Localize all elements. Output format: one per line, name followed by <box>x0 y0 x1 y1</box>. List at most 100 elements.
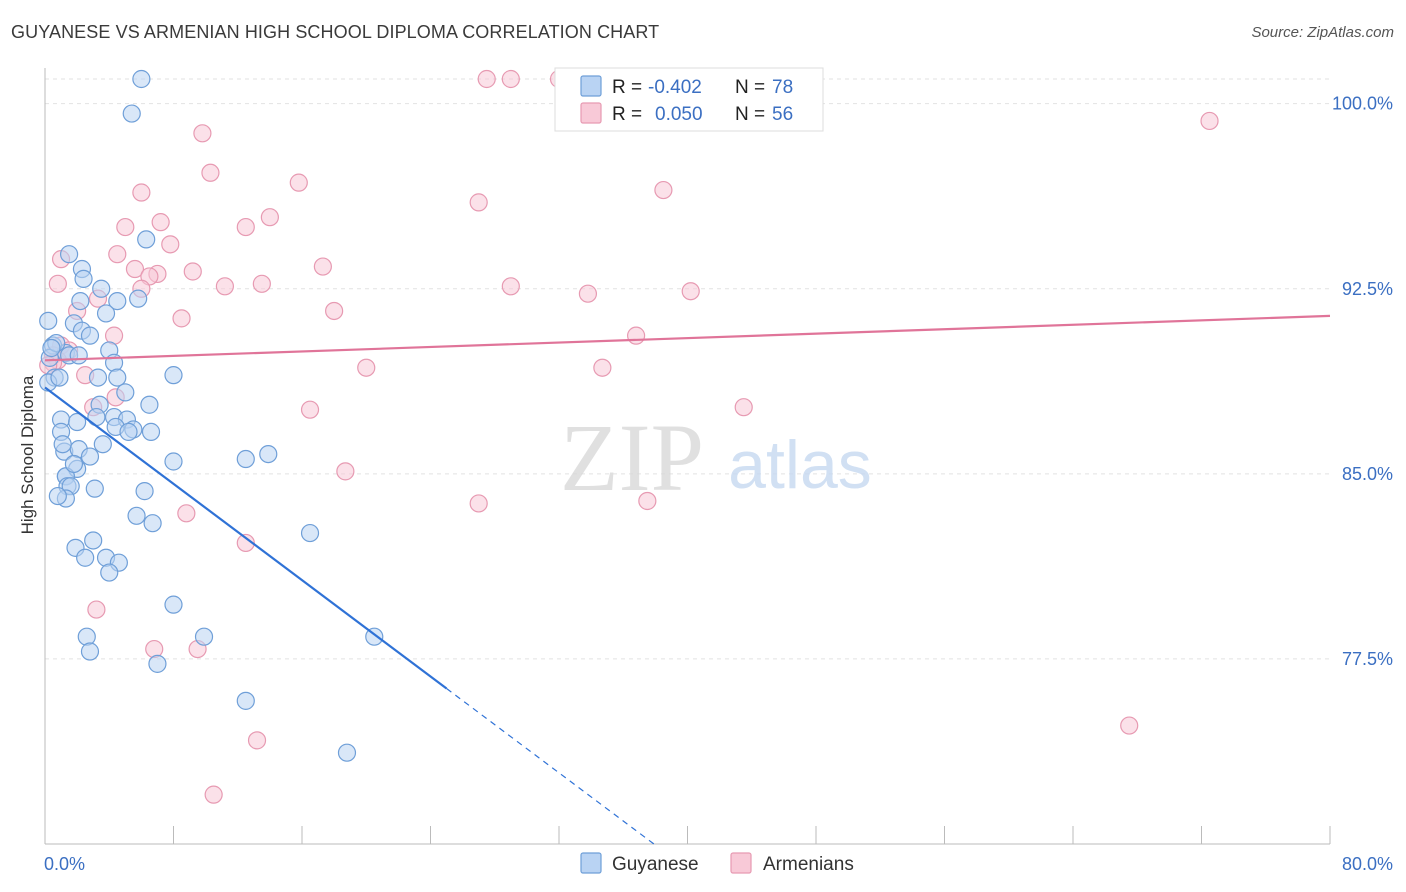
armenian-point <box>204 785 223 804</box>
armenian-point <box>161 235 180 254</box>
guyanese-point <box>77 627 96 646</box>
series-legend-swatch-guyanese <box>580 852 602 874</box>
guyanese-point <box>53 435 72 454</box>
series-legend-label-armenian: Armenians <box>763 854 854 875</box>
legend-r-label-armenian: R = <box>612 104 642 125</box>
armenian-point <box>145 639 164 659</box>
x-tick-label: 80.0% <box>1342 854 1393 874</box>
guyanese-point <box>129 289 148 308</box>
guyanese-point <box>68 412 87 432</box>
legend-r-value-armenian: 0.050 <box>655 104 703 125</box>
armenian-point <box>151 213 170 232</box>
guyanese-point <box>164 366 183 385</box>
armenian-point <box>681 282 700 301</box>
armenian-point <box>236 533 255 553</box>
x-tick-label: 0.0% <box>44 854 85 874</box>
guyanese-point <box>236 691 255 710</box>
guyanese-point <box>194 627 214 646</box>
guyanese-point <box>59 245 79 264</box>
y-axis-title: High School Diploma <box>18 375 37 534</box>
guyanese-point <box>96 304 116 323</box>
armenian-point <box>593 358 612 377</box>
armenian-point <box>201 163 220 182</box>
guyanese-point <box>236 449 255 469</box>
guyanese-trend-line <box>44 386 448 690</box>
armenian-point <box>260 208 279 227</box>
armenian-point <box>125 259 145 279</box>
guyanese-point <box>300 523 320 543</box>
guyanese-point <box>87 407 106 427</box>
armenian-point <box>313 257 332 276</box>
armenian-point <box>638 491 657 511</box>
guyanese-point <box>127 506 146 525</box>
armenian-trend-line <box>44 314 1331 362</box>
guyanese-point <box>80 447 100 466</box>
armenian-point <box>357 358 376 377</box>
legend-r-value-guyanese: -0.402 <box>648 77 702 98</box>
guyanese-point <box>132 69 151 89</box>
watermark-atlas: atlas <box>728 427 872 503</box>
armenian-point <box>501 277 520 296</box>
legend-swatch-guyanese <box>580 75 602 97</box>
guyanese-point <box>108 368 127 387</box>
guyanese-point <box>80 642 100 661</box>
armenian-point <box>183 262 202 281</box>
guyanese-point <box>85 479 104 498</box>
legend-n-value-guyanese: 78 <box>772 77 793 98</box>
guyanese-point <box>137 230 156 249</box>
series-legend-swatch-armenian <box>730 852 752 874</box>
grid-lines <box>45 78 1330 660</box>
armenian-point <box>48 274 67 293</box>
guyanese-point <box>100 563 119 582</box>
guyanese-point <box>64 454 84 474</box>
guyanese-points <box>39 69 384 762</box>
armenian-point <box>108 245 127 264</box>
y-tick-label: 85.0% <box>1342 464 1393 484</box>
chart-title: GUYANESE VS ARMENIAN HIGH SCHOOL DIPLOMA… <box>11 22 660 42</box>
armenian-point <box>501 69 520 89</box>
tick-labels: 100.0% 92.5% 85.0% 77.5% 0.0% 80.0% <box>44 94 1393 874</box>
guyanese-point <box>164 452 183 471</box>
legend-n-value-armenian: 56 <box>772 104 793 125</box>
watermark-zip: ZIP <box>560 404 704 511</box>
legend-n-label-guyanese: N = <box>735 77 765 98</box>
armenian-point <box>252 274 271 293</box>
guyanese-point <box>143 514 162 533</box>
guyanese-point <box>135 482 154 501</box>
armenian-point <box>300 400 320 419</box>
armenian-point <box>132 183 151 202</box>
armenian-point <box>215 277 234 296</box>
armenian-point <box>336 462 355 481</box>
armenian-point <box>578 284 598 303</box>
guyanese-point <box>119 422 138 441</box>
armenian-point <box>325 301 344 321</box>
armenian-point <box>1200 111 1219 131</box>
armenian-point <box>734 398 753 417</box>
armenian-point <box>87 600 106 619</box>
guyanese-point <box>108 291 127 311</box>
armenian-point <box>654 180 673 200</box>
source-label: Source: ZipAtlas.com <box>1251 24 1394 41</box>
armenian-point <box>289 173 308 192</box>
legend-n-label-armenian: N = <box>735 104 765 125</box>
guyanese-point <box>50 368 69 387</box>
guyanese-point <box>69 346 88 365</box>
armenian-point <box>172 309 191 328</box>
y-tick-label: 92.5% <box>1342 279 1393 299</box>
watermark: ZIP atlas <box>560 404 872 511</box>
armenian-point <box>247 731 267 750</box>
armenian-point <box>177 504 196 523</box>
axes <box>44 68 1331 845</box>
guyanese-point <box>141 422 161 441</box>
guyanese-point <box>148 654 167 673</box>
guyanese-point <box>93 435 112 454</box>
guyanese-trend-extension <box>446 688 656 846</box>
trend-lines <box>44 314 1331 846</box>
series-legend: Guyanese Armenians <box>580 852 854 875</box>
y-tick-label: 77.5% <box>1342 649 1393 669</box>
guyanese-point <box>164 595 183 614</box>
armenian-point <box>626 326 646 345</box>
guyanese-point <box>48 486 67 506</box>
armenian-point <box>236 217 255 237</box>
